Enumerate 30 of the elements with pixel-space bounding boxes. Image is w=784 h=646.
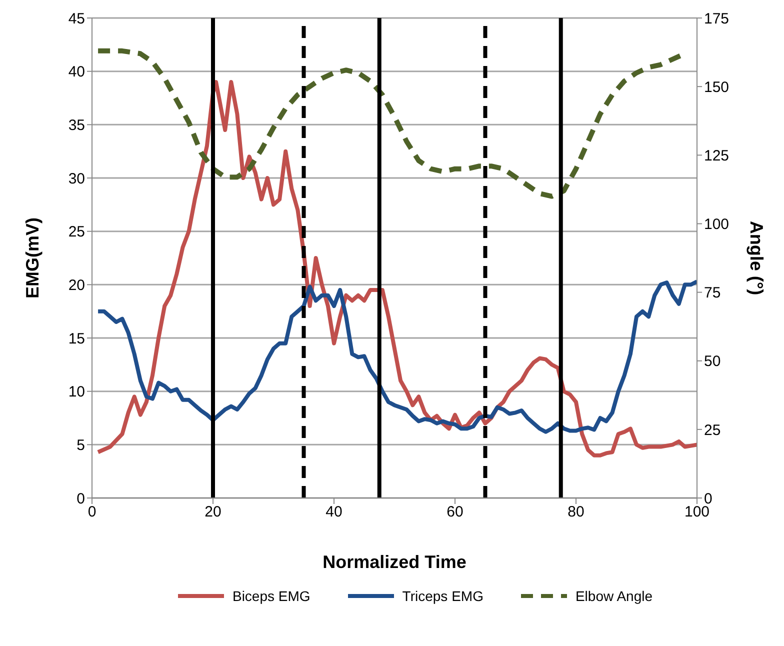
y-tick-label: 5 bbox=[76, 436, 85, 454]
y2-axis-title: Angle (°) bbox=[746, 220, 767, 296]
legend-label: Elbow Angle bbox=[575, 588, 653, 604]
y-tick-label: 45 bbox=[68, 10, 85, 28]
y-axis-title: EMG(mV) bbox=[22, 217, 42, 298]
legend-label: Biceps EMG bbox=[232, 588, 310, 604]
y-tick-label: 40 bbox=[68, 64, 85, 81]
y-tick-label: 25 bbox=[68, 224, 85, 241]
y2-tick-label: 125 bbox=[704, 147, 730, 164]
line-series bbox=[96, 80, 697, 458]
x-tick-label: 40 bbox=[326, 504, 342, 521]
y-tick-label: 35 bbox=[68, 116, 85, 134]
y2-tick-label: 75 bbox=[704, 284, 721, 302]
y2-tick-label: 25 bbox=[704, 422, 721, 439]
y-tick-label: 20 bbox=[68, 276, 85, 294]
y2-tick-label: 50 bbox=[704, 353, 721, 370]
line-series bbox=[96, 279, 697, 434]
x-axis-title: Normalized Time bbox=[322, 552, 466, 572]
x-tick-label: 80 bbox=[568, 504, 584, 521]
x-tick-label: 60 bbox=[446, 504, 464, 521]
x-tick-label: 20 bbox=[204, 504, 222, 521]
y-tick-label: 15 bbox=[68, 330, 85, 348]
y2-tick-label: 150 bbox=[704, 78, 730, 96]
y-tick-label: 0 bbox=[76, 490, 85, 508]
x-tick-label: 0 bbox=[88, 504, 96, 521]
y2-tick-label: 175 bbox=[704, 10, 730, 28]
y2-tick-label: 100 bbox=[704, 216, 730, 234]
y-tick-label: 30 bbox=[68, 170, 85, 188]
y-tick-label: 10 bbox=[68, 384, 85, 401]
legend-label: Triceps EMG bbox=[402, 588, 484, 604]
